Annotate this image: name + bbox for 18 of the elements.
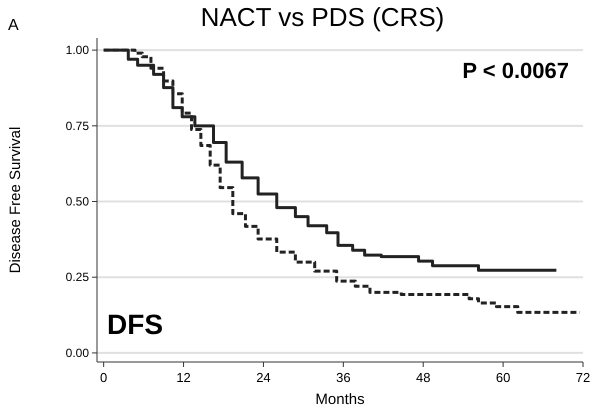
annotation: DFS <box>107 309 163 340</box>
x-tick-label: 0 <box>100 370 108 385</box>
x-tick-label: 48 <box>416 370 430 385</box>
y-tick-label: 0.00 <box>66 346 90 360</box>
y-tick-label: 0.25 <box>66 270 90 284</box>
y-tick-label: 1.00 <box>66 43 90 58</box>
x-tick-label: 12 <box>176 370 191 385</box>
text: A <box>8 17 19 34</box>
x-tick-label: 72 <box>576 370 590 385</box>
y-tick-label: 0.50 <box>66 194 90 209</box>
chart-title: NACT vs PDS (CRS) <box>200 2 444 32</box>
x-tick-label: 24 <box>256 370 271 385</box>
x-tick-label: 36 <box>336 370 351 385</box>
x-axis-title: Months <box>315 391 365 408</box>
x-tick-label: 60 <box>496 370 510 385</box>
y-tick-label: 0.75 <box>66 118 90 133</box>
y-axis-title: Disease Free Survival <box>7 126 24 274</box>
annotation: P < 0.0067 <box>462 58 569 83</box>
